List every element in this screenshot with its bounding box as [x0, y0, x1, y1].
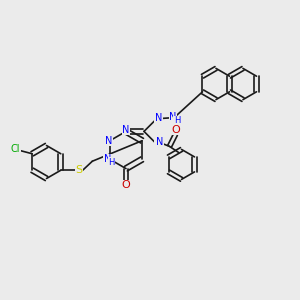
Text: H: H: [174, 116, 180, 125]
Text: N: N: [122, 125, 130, 135]
Text: N: N: [155, 113, 162, 124]
Text: N: N: [105, 136, 112, 146]
Text: H: H: [108, 158, 115, 167]
Text: S: S: [75, 165, 82, 175]
Text: N: N: [156, 136, 163, 147]
Text: N: N: [104, 154, 111, 164]
Text: Cl: Cl: [11, 144, 20, 154]
Text: O: O: [122, 180, 130, 190]
Text: O: O: [172, 125, 181, 135]
Text: H: H: [154, 140, 161, 149]
Text: N: N: [169, 112, 177, 122]
